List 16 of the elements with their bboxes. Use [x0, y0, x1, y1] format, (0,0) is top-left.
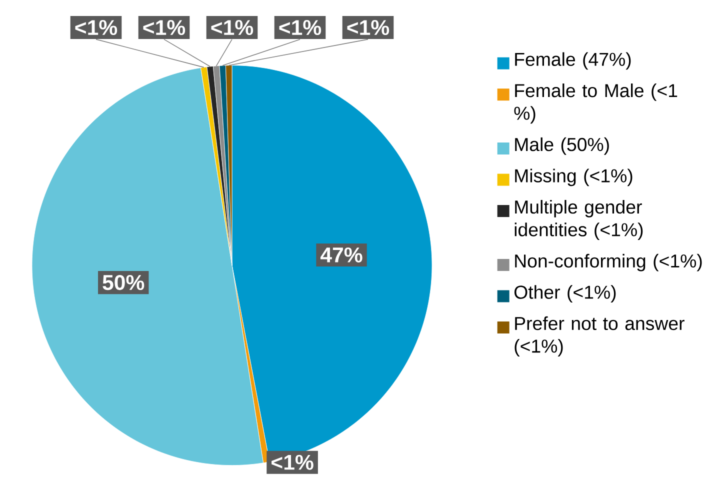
data-label: <1% [75, 20, 118, 36]
data-label: <1% [211, 20, 254, 36]
legend-label: Female to Male (<1 %) [514, 84, 678, 124]
legend-label: Prefer not to answer (<1%) [514, 316, 684, 356]
legend-label: Multiple gender identities (<1%) [514, 200, 643, 240]
legend-label: Male (50%) [515, 137, 609, 155]
data-label: <1% [272, 454, 314, 470]
data-label: 50% [102, 274, 144, 290]
data-label: <1% [143, 20, 186, 36]
data-label: <1% [279, 20, 322, 36]
data-label: 47% [320, 247, 362, 262]
legend-label: Female (47%) [515, 52, 631, 70]
legend-label: Non-conforming (<1%) [515, 254, 702, 272]
legend-label: Missing (<1%) [515, 168, 632, 186]
data-label: <1% [347, 20, 390, 36]
legend-label: Other (<1%) [514, 285, 616, 303]
